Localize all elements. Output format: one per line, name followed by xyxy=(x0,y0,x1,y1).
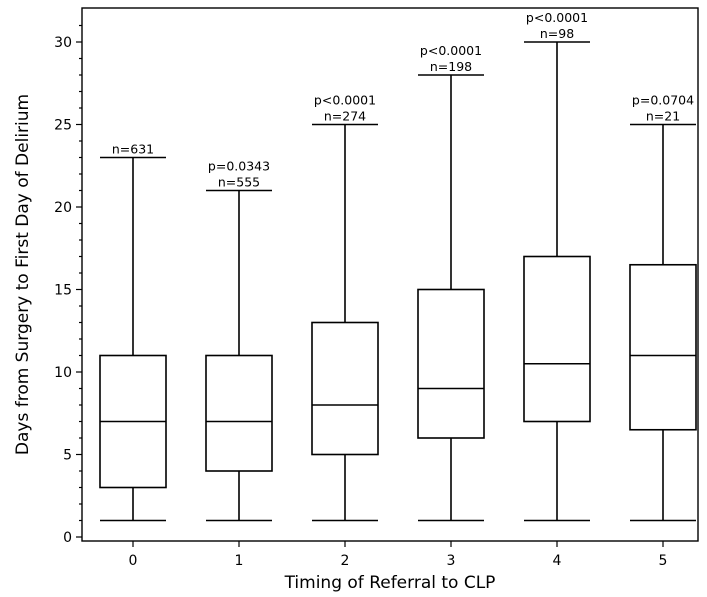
plot-frame xyxy=(81,7,699,542)
plot-border xyxy=(81,7,699,542)
y-axis: 0 5 10 15 20 25 30 xyxy=(54,24,82,546)
n-label: n=98 xyxy=(540,26,574,41)
n-label: n=274 xyxy=(324,109,366,124)
box-group xyxy=(205,189,273,522)
p-value-label: p=0.0343 xyxy=(208,159,270,174)
x-axis: 0 1 2 3 4 5 xyxy=(129,541,668,569)
iqr-box xyxy=(205,354,273,472)
x-tick-label: 1 xyxy=(235,553,244,569)
iqr-box xyxy=(417,288,485,439)
y-tick-label: 0 xyxy=(63,530,72,546)
box-group xyxy=(523,41,591,522)
x-tick-label: 0 xyxy=(129,553,138,569)
box-group xyxy=(629,123,697,522)
y-tick-label: 10 xyxy=(54,365,72,381)
n-label: n=555 xyxy=(218,175,260,190)
x-tick-label: 2 xyxy=(341,553,350,569)
p-value-label: p<0.0001 xyxy=(526,10,588,25)
n-label: n=631 xyxy=(112,142,154,157)
y-tick-label: 15 xyxy=(54,283,72,299)
y-axis-title: Days from Surgery to First Day of Deliri… xyxy=(13,94,33,455)
x-tick-label: 4 xyxy=(553,553,562,569)
annotations-group: n=631n=555p=0.0343n=274p<0.0001n=198p<0.… xyxy=(112,10,694,190)
iqr-box xyxy=(629,263,697,431)
y-tick-label: 25 xyxy=(54,118,72,134)
boxes-group xyxy=(99,41,697,522)
p-value-label: p<0.0001 xyxy=(314,93,376,108)
x-tick-label: 3 xyxy=(447,553,456,569)
y-tick-label: 20 xyxy=(54,200,72,216)
n-label: n=21 xyxy=(646,109,680,124)
box-group xyxy=(311,123,379,522)
x-tick-label: 5 xyxy=(659,553,668,569)
p-value-label: p<0.0001 xyxy=(420,43,482,58)
iqr-box xyxy=(523,255,591,423)
p-value-label: p=0.0704 xyxy=(632,93,694,108)
iqr-box xyxy=(311,321,379,456)
box-group xyxy=(417,74,485,522)
y-tick-label: 30 xyxy=(54,35,72,51)
box-group xyxy=(99,156,167,522)
y-tick-label: 5 xyxy=(63,448,72,464)
x-axis-title: Timing of Referral to CLP xyxy=(284,573,496,593)
n-label: n=198 xyxy=(430,59,472,74)
